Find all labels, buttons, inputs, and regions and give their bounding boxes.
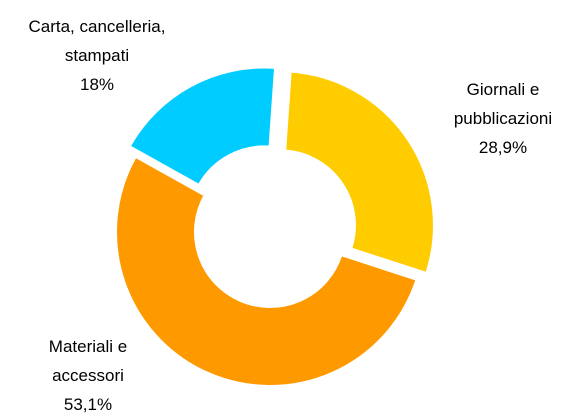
label-giornali-value: 28,9% <box>479 138 527 157</box>
label-materiali-name-2: accessori <box>52 366 124 385</box>
label-materiali-name-1: Materiali e <box>49 337 127 356</box>
label-giornali-name-1: Giornali e <box>467 80 540 99</box>
label-carta-name-2: stampati <box>65 46 129 65</box>
label-carta-name-1: Carta, cancelleria, <box>28 17 165 36</box>
slice-giornali <box>284 70 435 275</box>
label-carta-value: 18% <box>80 75 114 94</box>
label-giornali-name-2: pubblicazioni <box>454 109 552 128</box>
slice-carta <box>128 66 277 187</box>
donut-slices <box>115 66 435 387</box>
label-materiali-value: 53,1% <box>64 395 112 414</box>
slice-materiali <box>115 155 418 387</box>
